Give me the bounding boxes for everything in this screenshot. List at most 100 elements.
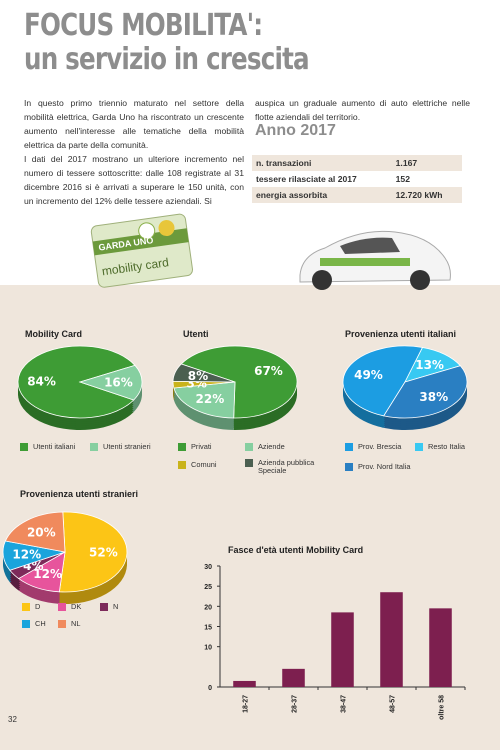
legend-item: N	[100, 603, 118, 611]
legend-label: Utenti stranieri	[103, 442, 151, 451]
y-tick-label: 0	[208, 685, 212, 692]
legend-item: Prov. Nord Italia	[345, 463, 410, 471]
y-tick-label: 25	[204, 584, 212, 591]
legend-swatch	[178, 443, 186, 451]
pie-label: 84%	[27, 375, 56, 389]
x-tick-label: oltre 58	[439, 695, 446, 720]
legend-swatch	[178, 461, 186, 469]
pie-slice	[180, 345, 298, 419]
y-tick-label: 10	[204, 645, 212, 652]
legend-item: Azienda pubblica Speciale	[245, 459, 319, 475]
row: tessere rilasciate al 2017 152	[252, 171, 462, 187]
legend-item: D	[22, 603, 40, 611]
chart-title: Provenienza utenti italiani	[345, 329, 456, 339]
year-title: Anno 2017	[255, 122, 336, 139]
legend-label: Prov. Brescia	[358, 442, 402, 451]
stats-table: n. transazioni 1.167 tessere rilasciate a…	[252, 155, 462, 203]
paragraph: I dati del 2017 mostrano un ulteriore in…	[24, 154, 244, 206]
bar	[380, 592, 403, 687]
pie-slice	[172, 363, 236, 383]
paragraph: In questo primo triennio maturato nel se…	[24, 98, 244, 150]
card-image: GARDA UNO mobility card	[90, 213, 193, 288]
legend-label: D	[35, 602, 41, 611]
page-number: 32	[8, 715, 17, 724]
chart-title: Provenienza utenti stranieri	[20, 489, 138, 499]
legend-item: Prov. Brescia	[345, 443, 401, 451]
x-tick-label: 18-27	[243, 695, 250, 713]
column-right: auspica un graduale aumento di auto elet…	[255, 96, 470, 124]
pie-label: 49%	[354, 368, 383, 382]
legend-swatch	[245, 443, 253, 451]
legend-item: DK	[58, 603, 81, 611]
legend-label: N	[113, 602, 119, 611]
legend-item: NL	[58, 620, 80, 628]
car-window	[340, 237, 400, 254]
pie-label: 52%	[89, 546, 118, 560]
bar	[233, 680, 256, 687]
legend-swatch	[90, 443, 98, 451]
legend-item: Privati	[178, 443, 212, 451]
x-tick-label: 28-37	[292, 695, 299, 713]
legend-item: Resto Italia	[415, 443, 465, 451]
legend-label: NL	[71, 619, 81, 628]
chart-title: Mobility Card	[25, 329, 82, 339]
pie-label: 12%	[12, 547, 41, 561]
legend-swatch	[245, 459, 253, 467]
legend-swatch	[20, 443, 28, 451]
row: n. transazioni 1.167	[252, 155, 462, 171]
legend-swatch	[22, 603, 30, 611]
legend-label: CH	[35, 619, 46, 628]
pie-slice	[383, 365, 468, 419]
car-image	[299, 230, 451, 290]
cell: n. transazioni	[252, 155, 392, 171]
bar	[331, 612, 354, 687]
icon	[158, 220, 175, 237]
pie-label: 12%	[33, 567, 62, 581]
pie-slice	[58, 511, 128, 593]
pie-label: 16%	[104, 375, 133, 389]
legend-swatch	[58, 620, 66, 628]
legend-item: Aziende	[245, 443, 285, 451]
pie-label: 22%	[196, 392, 225, 406]
legend-item: Utenti stranieri	[90, 443, 151, 451]
pie-label: 38%	[419, 390, 448, 404]
wheel	[312, 270, 332, 290]
pie-label: 67%	[254, 364, 283, 378]
title: FOCUS MOBILITA':	[24, 8, 263, 43]
legend-swatch	[345, 443, 353, 451]
legend-item: Utenti italiani	[20, 443, 75, 451]
pie-slice	[17, 345, 136, 419]
legend-label: Aziende	[258, 442, 285, 451]
legend-swatch	[415, 443, 423, 451]
column-left: In questo primo triennio maturato nel se…	[24, 96, 244, 208]
legend-label: DK	[71, 602, 82, 611]
wheel	[410, 270, 430, 290]
legend-label: Azienda pubblica Speciale	[258, 458, 315, 475]
legend-item: CH	[22, 620, 46, 628]
y-tick-label: 20	[204, 604, 212, 611]
pie-slice	[342, 345, 424, 417]
cell: tessere rilasciate al 2017	[256, 174, 357, 184]
pie-slice	[173, 381, 236, 419]
legend-label: Utenti italiani	[33, 442, 76, 451]
pie-label: 8%	[188, 369, 208, 383]
car-body	[299, 230, 451, 283]
pie-slice	[78, 364, 143, 401]
bar	[429, 608, 452, 687]
chart-title: Utenti	[183, 329, 209, 339]
x-tick-label: 48-57	[390, 695, 397, 713]
legend-swatch	[22, 620, 30, 628]
y-tick-label: 15	[204, 625, 212, 632]
x-tick-label: 38-47	[341, 695, 348, 713]
legend-label: Comuni	[191, 460, 217, 469]
cell: 1.167	[391, 155, 462, 171]
legend-swatch	[58, 603, 66, 611]
cell: energia assorbita	[252, 187, 392, 203]
legend-item: Comuni	[178, 461, 216, 469]
legend-swatch	[345, 463, 353, 471]
subtitle: un servizio in crescita	[24, 42, 310, 77]
legend-swatch	[100, 603, 108, 611]
icon	[138, 222, 156, 240]
